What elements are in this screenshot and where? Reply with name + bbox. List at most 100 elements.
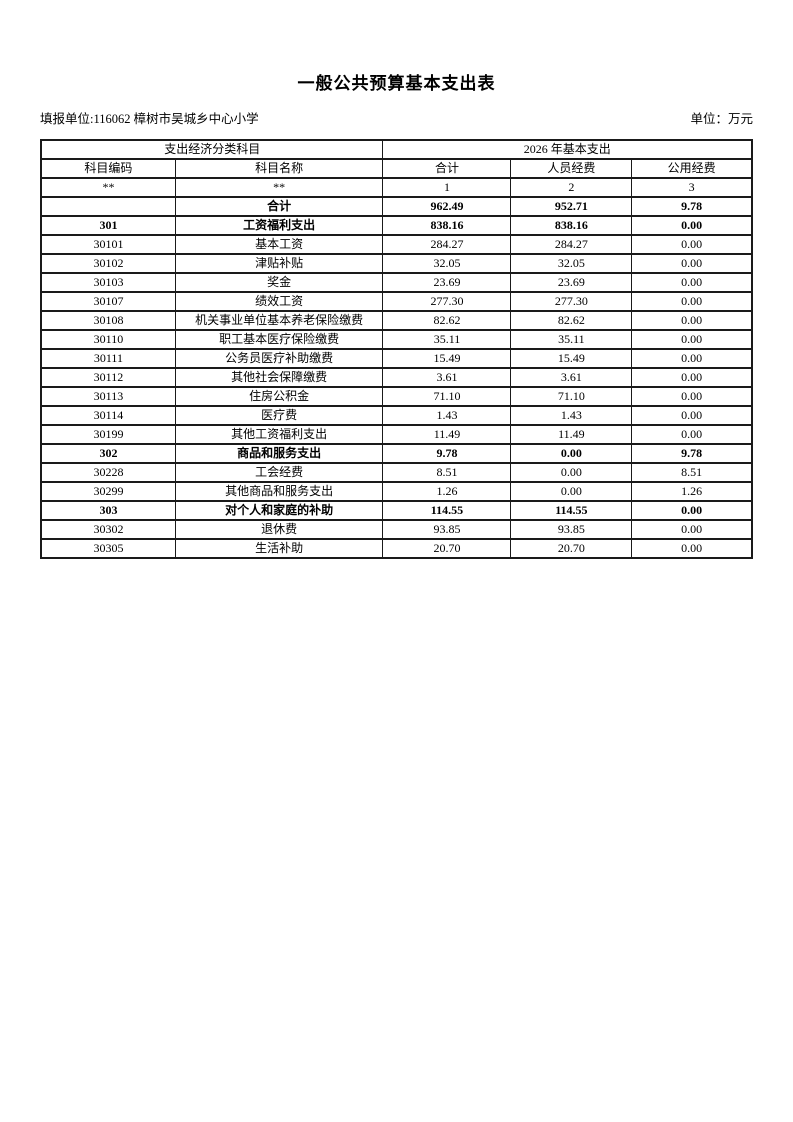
- report-unit-label: 填报单位:116062 樟树市吴城乡中心小学: [40, 112, 259, 126]
- cell-subject-code: 30102: [40, 253, 176, 274]
- table-column-header-row: 科目编码 科目名称 合计 人员经费 公用经费: [40, 158, 753, 179]
- cell-total: 71.10: [382, 386, 512, 407]
- cell-subject-name: 住房公积金: [174, 386, 384, 407]
- cell-public: 0.00: [631, 329, 753, 350]
- cell-subject-code: 30112: [40, 367, 176, 388]
- cell-subject-code: 30107: [40, 291, 176, 312]
- cell-subject-name: 其他社会保障缴费: [174, 367, 384, 388]
- table-row: 30302 退休费 93.85 93.85 0.00: [40, 519, 753, 540]
- cell-total: 284.27: [382, 234, 512, 255]
- table-row: 30101 基本工资 284.27 284.27 0.00: [40, 234, 753, 255]
- cell-subject-name: 绩效工资: [174, 291, 384, 312]
- table-row: 30299 其他商品和服务支出 1.26 0.00 1.26: [40, 481, 753, 502]
- cell-public: 0.00: [631, 348, 753, 369]
- cell-subject-name: 基本工资: [174, 234, 384, 255]
- cell-subject-name: 工资福利支出: [174, 215, 384, 236]
- cell-personnel: 35.11: [510, 329, 633, 350]
- cell-personnel: 23.69: [510, 272, 633, 293]
- cell-total: 20.70: [382, 538, 512, 559]
- cell-subject-code: 30110: [40, 329, 176, 350]
- cell-subject-code: 30299: [40, 481, 176, 502]
- cell-total: 1.26: [382, 481, 512, 502]
- column-header-total: 合计: [382, 158, 512, 179]
- cell-personnel: 3.61: [510, 367, 633, 388]
- cell-public: 9.78: [631, 196, 753, 217]
- cell-public: 9.78: [631, 443, 753, 464]
- cell-personnel: 838.16: [510, 215, 633, 236]
- column-header-subject-code: 科目编码: [40, 158, 176, 179]
- table-row: 30305 生活补助 20.70 20.70 0.00: [40, 538, 753, 559]
- table-row: 30103 奖金 23.69 23.69 0.00: [40, 272, 753, 293]
- cell-total: 23.69: [382, 272, 512, 293]
- table-row: 30199 其他工资福利支出 11.49 11.49 0.00: [40, 424, 753, 445]
- header-group-classification: 支出经济分类科目: [40, 139, 384, 160]
- cell-subject-code: 303: [40, 500, 176, 521]
- cell-subject-name: 合计: [174, 196, 384, 217]
- cell-total: 277.30: [382, 291, 512, 312]
- cell-subject-name: 工会经费: [174, 462, 384, 483]
- cell-subject-code: 30111: [40, 348, 176, 369]
- cell-personnel: 1.43: [510, 405, 633, 426]
- cell-personnel: 20.70: [510, 538, 633, 559]
- cell-subject-name: 退休费: [174, 519, 384, 540]
- table-row: 302 商品和服务支出 9.78 0.00 9.78: [40, 443, 753, 464]
- currency-unit-label: 单位：万元: [690, 112, 753, 126]
- cell-public: 0.00: [631, 291, 753, 312]
- cell-public: 0.00: [631, 386, 753, 407]
- table-group-header-row: 支出经济分类科目 2026 年基本支出: [40, 139, 753, 160]
- cell-public: 0.00: [631, 272, 753, 293]
- marker-cell-col3: 3: [631, 177, 753, 198]
- cell-personnel: 114.55: [510, 500, 633, 521]
- cell-total: 93.85: [382, 519, 512, 540]
- cell-public: 8.51: [631, 462, 753, 483]
- table-row: 30110 职工基本医疗保险缴费 35.11 35.11 0.00: [40, 329, 753, 350]
- cell-total: 32.05: [382, 253, 512, 274]
- marker-cell-code: **: [40, 177, 176, 198]
- cell-personnel: 82.62: [510, 310, 633, 331]
- cell-personnel: 277.30: [510, 291, 633, 312]
- cell-personnel: 32.05: [510, 253, 633, 274]
- cell-total: 3.61: [382, 367, 512, 388]
- cell-subject-code: 30101: [40, 234, 176, 255]
- cell-personnel: 284.27: [510, 234, 633, 255]
- cell-public: 0.00: [631, 253, 753, 274]
- cell-subject-code: [40, 196, 176, 217]
- column-header-public-funds: 公用经费: [631, 158, 753, 179]
- page-title: 一般公共预算基本支出表: [297, 74, 496, 93]
- table-row: 合计 962.49 952.71 9.78: [40, 196, 753, 217]
- cell-subject-name: 其他商品和服务支出: [174, 481, 384, 502]
- cell-total: 114.55: [382, 500, 512, 521]
- cell-subject-code: 30199: [40, 424, 176, 445]
- cell-personnel: 0.00: [510, 443, 633, 464]
- table-row: 30228 工会经费 8.51 0.00 8.51: [40, 462, 753, 483]
- cell-subject-name: 职工基本医疗保险缴费: [174, 329, 384, 350]
- table-row: 30108 机关事业单位基本养老保险缴费 82.62 82.62 0.00: [40, 310, 753, 331]
- cell-subject-code: 30228: [40, 462, 176, 483]
- table-row: 30112 其他社会保障缴费 3.61 3.61 0.00: [40, 367, 753, 388]
- table-row: 30102 津贴补贴 32.05 32.05 0.00: [40, 253, 753, 274]
- table-row: 303 对个人和家庭的补助 114.55 114.55 0.00: [40, 500, 753, 521]
- table-row: 30111 公务员医疗补助缴费 15.49 15.49 0.00: [40, 348, 753, 369]
- cell-total: 9.78: [382, 443, 512, 464]
- cell-subject-code: 30113: [40, 386, 176, 407]
- cell-subject-name: 其他工资福利支出: [174, 424, 384, 445]
- cell-subject-code: 301: [40, 215, 176, 236]
- header-group-year-expenditure: 2026 年基本支出: [382, 139, 753, 160]
- cell-subject-name: 商品和服务支出: [174, 443, 384, 464]
- cell-subject-name: 机关事业单位基本养老保险缴费: [174, 310, 384, 331]
- table-row: 30107 绩效工资 277.30 277.30 0.00: [40, 291, 753, 312]
- cell-subject-code: 30305: [40, 538, 176, 559]
- cell-total: 11.49: [382, 424, 512, 445]
- cell-subject-code: 30108: [40, 310, 176, 331]
- cell-public: 0.00: [631, 215, 753, 236]
- cell-subject-code: 30114: [40, 405, 176, 426]
- table-row: 30113 住房公积金 71.10 71.10 0.00: [40, 386, 753, 407]
- cell-public: 0.00: [631, 538, 753, 559]
- cell-public: 0.00: [631, 424, 753, 445]
- cell-public: 0.00: [631, 234, 753, 255]
- budget-table: 支出经济分类科目 2026 年基本支出 科目编码 科目名称 合计 人员经费 公用…: [40, 139, 753, 559]
- cell-total: 15.49: [382, 348, 512, 369]
- cell-personnel: 11.49: [510, 424, 633, 445]
- cell-subject-name: 津贴补贴: [174, 253, 384, 274]
